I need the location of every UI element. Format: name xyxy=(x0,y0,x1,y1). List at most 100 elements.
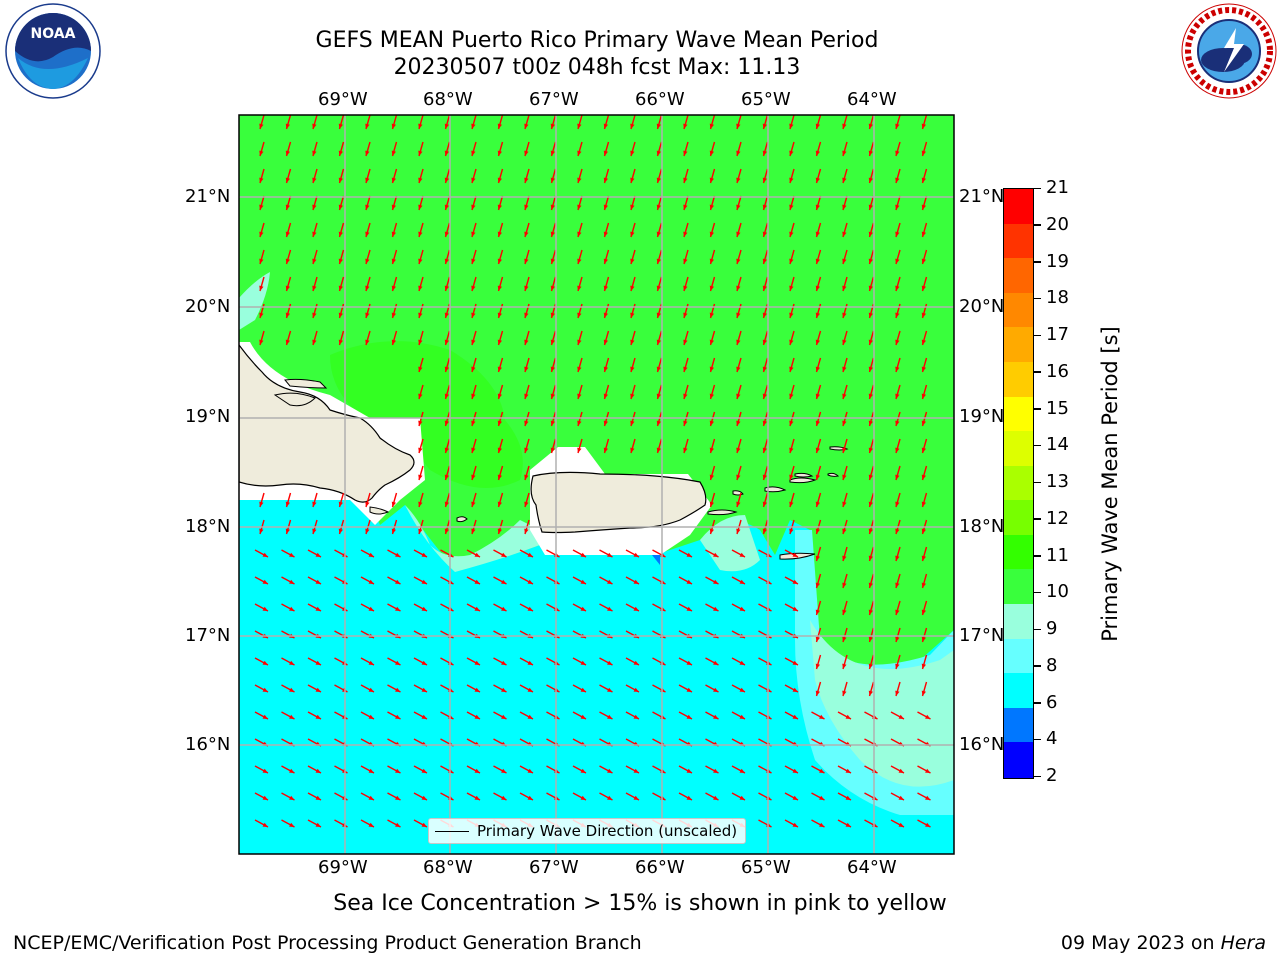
wave-arrow-head xyxy=(497,528,502,534)
wave-arrow-head xyxy=(285,204,290,210)
wave-arrow-head xyxy=(868,663,873,669)
colorbar-tick-label: 14 xyxy=(1046,434,1069,456)
wave-arrow-head xyxy=(792,687,798,692)
wave-arrow-head xyxy=(338,123,343,129)
wave-arrow-head xyxy=(630,393,635,399)
lat-label-right-18: 18°N xyxy=(959,516,1005,537)
wave-arrow-head xyxy=(285,258,290,264)
wave-arrow-head xyxy=(921,123,926,129)
wave-arrow-head xyxy=(898,768,904,773)
wave-arrow-head xyxy=(418,447,423,453)
wave-arrow-head xyxy=(444,231,449,237)
wave-arrow-head xyxy=(815,204,820,210)
wave-arrow-head xyxy=(550,204,555,210)
wave-arrow-head xyxy=(925,768,931,773)
colorbar-tick-label: 6 xyxy=(1046,691,1058,713)
wave-arrow-head xyxy=(607,579,613,584)
wave-arrow-head xyxy=(736,528,741,534)
wave-arrow-head xyxy=(656,231,661,237)
wave-arrow-head xyxy=(921,474,926,480)
wave-arrow-head xyxy=(895,393,900,399)
wave-arrow-head xyxy=(262,687,268,692)
wave-arrow-head xyxy=(497,204,502,210)
colorbar-tick-mark xyxy=(1034,187,1041,189)
colorbar-tick-label: 9 xyxy=(1046,618,1058,639)
footer-left: NCEP/EMC/Verification Post Processing Pr… xyxy=(13,932,642,954)
wave-arrow-head xyxy=(815,555,820,561)
colorbar-tick-mark xyxy=(1034,297,1041,300)
wave-arrow-head xyxy=(471,366,476,372)
wave-arrow-head xyxy=(709,150,714,156)
lon-label-bottom-66: 66°W xyxy=(635,857,685,878)
wave-arrow-head xyxy=(633,687,639,692)
wave-arrow-head xyxy=(391,312,396,318)
wave-arrow-head xyxy=(898,822,904,827)
wave-arrow-head xyxy=(762,420,767,426)
wave-arrow-head xyxy=(895,285,900,291)
wave-arrow-head xyxy=(368,660,374,665)
wave-arrow-head xyxy=(895,690,900,696)
wave-arrow-head xyxy=(815,501,820,507)
wave-arrow-head xyxy=(709,474,714,480)
wave-arrow-head xyxy=(312,528,317,534)
wave-arrow-head xyxy=(762,366,767,372)
wave-arrow-head xyxy=(921,528,926,534)
wave-arrow-head xyxy=(421,660,427,665)
wave-arrow-head xyxy=(815,420,820,426)
wave-arrow-head xyxy=(315,579,321,584)
wave-arrow-head xyxy=(709,420,714,426)
wave-arrow-head xyxy=(524,285,529,291)
wave-arrow-head xyxy=(497,285,502,291)
wave-arrow-head xyxy=(921,285,926,291)
wave-arrow-head xyxy=(895,555,900,561)
wave-arrow-head xyxy=(762,150,767,156)
colorbar-tick-label: 2 xyxy=(1046,765,1058,786)
wave-arrow-head xyxy=(524,393,529,399)
wave-arrow-head xyxy=(630,285,635,291)
wave-arrow-head xyxy=(630,366,635,372)
wave-arrow-head xyxy=(925,795,931,800)
wave-arrow-head xyxy=(577,204,582,210)
wave-arrow-head xyxy=(762,204,767,210)
wave-arrow-head xyxy=(739,687,745,692)
colorbar-tick-mark xyxy=(1034,555,1041,557)
wave-arrow-head xyxy=(577,447,582,453)
colorbar-segment xyxy=(1004,742,1033,778)
wave-arrow-head xyxy=(550,393,555,399)
wave-arrow-head xyxy=(815,150,820,156)
wave-arrow-head xyxy=(762,339,767,345)
wave-arrow-head xyxy=(630,204,635,210)
wave-arrow-head xyxy=(683,393,688,399)
wave-arrow-head xyxy=(842,312,847,318)
wave-arrow-head xyxy=(762,501,767,507)
wave-arrow-head xyxy=(312,204,317,210)
wave-arrow-head xyxy=(713,768,719,773)
wave-arrow-head xyxy=(895,447,900,453)
wave-arrow-head xyxy=(789,528,794,534)
wave-arrow-head xyxy=(365,339,370,345)
wave-arrow-head xyxy=(259,501,264,507)
wave-arrow-head xyxy=(418,420,423,426)
wave-arrow-head xyxy=(471,231,476,237)
wave-arrow-head xyxy=(550,312,555,318)
wave-arrow-head xyxy=(365,231,370,237)
wave-arrow-head xyxy=(921,339,926,345)
wave-arrow-head xyxy=(895,312,900,318)
wave-arrow-head xyxy=(524,366,529,372)
wave-arrow-head xyxy=(395,660,401,665)
wave-arrow-head xyxy=(842,420,847,426)
colorbar-segment xyxy=(1004,707,1033,743)
wave-arrow-head xyxy=(630,258,635,264)
wave-arrow-head xyxy=(444,312,449,318)
wave-arrow-head xyxy=(895,123,900,129)
wave-arrow-head xyxy=(315,768,321,773)
wave-arrow-head xyxy=(501,606,507,611)
wave-arrow-head xyxy=(868,447,873,453)
lat-lon-grid xyxy=(239,115,954,854)
wave-arrow-head xyxy=(391,285,396,291)
lon-label-top-67: 67°W xyxy=(529,89,579,110)
wave-arrow-head xyxy=(550,420,555,426)
colorbar-tick-label: 16 xyxy=(1046,360,1069,382)
wave-arrow-head xyxy=(497,366,502,372)
wave-arrow-head xyxy=(285,339,290,345)
